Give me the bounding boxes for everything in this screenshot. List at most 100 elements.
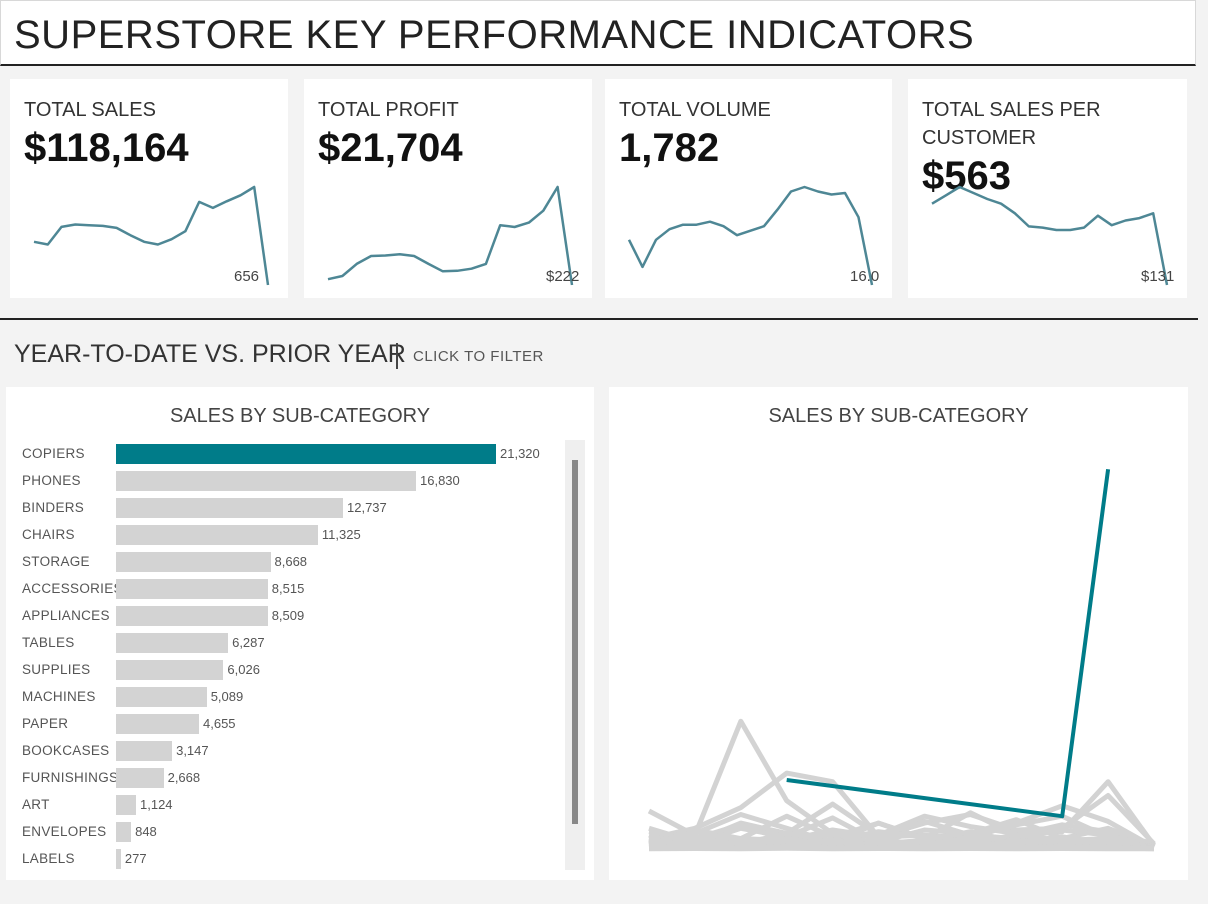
kpi-card-sales-per-customer[interactable]: TOTAL SALES PER CUSTOMER $563 $131 bbox=[908, 79, 1187, 298]
bar-row[interactable]: PAPER 4,655 bbox=[6, 713, 556, 735]
bar-row[interactable]: BINDERS 12,737 bbox=[6, 497, 556, 519]
kpi-card-total-profit[interactable]: TOTAL PROFIT $21,704 $222 bbox=[304, 79, 592, 298]
bar-row[interactable]: PHONES 16,830 bbox=[6, 470, 556, 492]
kpi-end-label: $131 bbox=[1141, 268, 1175, 285]
bar[interactable] bbox=[116, 849, 121, 869]
bar-value-label: 1,124 bbox=[140, 797, 173, 812]
bar[interactable] bbox=[116, 714, 199, 734]
bar[interactable] bbox=[116, 552, 271, 572]
bar-value-label: 8,668 bbox=[274, 554, 308, 569]
kpi-sparkline[interactable] bbox=[304, 79, 592, 298]
bar-row[interactable]: ACCESSORIES 8,515 bbox=[6, 578, 556, 600]
bar-row[interactable]: CHAIRS 11,325 bbox=[6, 524, 556, 546]
kpi-value: 1,782 bbox=[619, 126, 720, 170]
line-chart-panel: SALES BY SUB-CATEGORY bbox=[609, 387, 1188, 880]
bar[interactable] bbox=[116, 633, 229, 653]
line-chart-title: SALES BY SUB-CATEGORY bbox=[768, 405, 1029, 427]
bar-value-label: 848 bbox=[135, 824, 157, 839]
kpi-label: TOTAL PROFIT bbox=[318, 99, 459, 121]
bar[interactable] bbox=[116, 822, 132, 842]
bar-category-label: BOOKCASES bbox=[22, 743, 110, 758]
kpi-card-total-sales[interactable]: TOTAL SALES $118,164 656 bbox=[10, 79, 288, 298]
bar[interactable] bbox=[116, 444, 496, 464]
bar-row[interactable]: SUPPLIES 6,026 bbox=[6, 659, 556, 681]
kpi-value: $21,704 bbox=[318, 126, 463, 170]
bar-row[interactable]: MACHINES 5,089 bbox=[6, 686, 556, 708]
bar-value-label: 6,287 bbox=[232, 635, 265, 650]
bar-row[interactable]: COPIERS 21,320 bbox=[6, 443, 556, 465]
bar-value-label: 8,509 bbox=[271, 608, 305, 623]
bar-row[interactable]: STORAGE 8,668 bbox=[6, 551, 556, 573]
bar-value-label: 6,026 bbox=[227, 662, 260, 677]
section-title: YEAR-TO-DATE VS. PRIOR YEAR bbox=[14, 340, 406, 368]
line-series-tables[interactable] bbox=[648, 818, 1155, 850]
bar-value-label: 11,325 bbox=[321, 527, 361, 542]
bar-chart-panel: SALES BY SUB-CATEGORY COPIERS 21,320 PHONE… bbox=[6, 387, 594, 880]
bar[interactable] bbox=[116, 660, 224, 680]
line-chart[interactable] bbox=[609, 387, 1188, 880]
bar-value-label: 16,830 bbox=[420, 473, 460, 488]
filter-hint: CLICK TO FILTER bbox=[413, 348, 544, 365]
bar-category-label: MACHINES bbox=[22, 689, 96, 704]
kpi-end-label: 656 bbox=[234, 268, 260, 285]
bar-value-label: 3,147 bbox=[176, 743, 209, 758]
kpi-label: TOTAL SALES bbox=[24, 99, 156, 121]
bar[interactable] bbox=[116, 687, 207, 707]
bar-row[interactable]: TABLES 6,287 bbox=[6, 632, 556, 654]
scrollbar-track[interactable] bbox=[565, 440, 585, 870]
bar[interactable] bbox=[116, 741, 173, 761]
kpi-value: $118,164 bbox=[24, 126, 189, 170]
bar[interactable] bbox=[116, 471, 416, 491]
bar-value-label: 8,515 bbox=[271, 581, 305, 596]
sparkline-path bbox=[627, 185, 874, 286]
bar-category-label: LABELS bbox=[22, 851, 75, 866]
bar-category-label: SUPPLIES bbox=[22, 662, 91, 677]
bar[interactable] bbox=[116, 579, 268, 599]
sparkline-path bbox=[327, 185, 574, 286]
bar[interactable] bbox=[116, 606, 268, 626]
bar-value-label: 4,655 bbox=[203, 716, 236, 731]
bar-row[interactable]: APPLIANCES 8,509 bbox=[6, 605, 556, 627]
bar-value-label: 2,668 bbox=[167, 770, 201, 785]
bar-category-label: BINDERS bbox=[22, 500, 85, 515]
line-series-copiers[interactable] bbox=[786, 469, 1111, 819]
kpi-sparkline[interactable] bbox=[908, 79, 1187, 298]
bar-category-label: FURNISHINGS bbox=[22, 770, 119, 785]
bar-category-label: ACCESSORIES bbox=[22, 581, 123, 596]
bar-category-label: PAPER bbox=[22, 716, 69, 731]
kpi-sparkline[interactable] bbox=[10, 79, 288, 298]
kpi-sparkline[interactable] bbox=[605, 79, 892, 298]
bar-row[interactable]: BOOKCASES 3,147 bbox=[6, 740, 556, 762]
section-divider bbox=[0, 318, 1198, 320]
bar-category-label: PHONES bbox=[22, 473, 81, 488]
page-title: SUPERSTORE KEY PERFORMANCE INDICATORS bbox=[14, 13, 975, 57]
scrollbar-thumb[interactable] bbox=[572, 460, 578, 824]
bar-value-label: 5,089 bbox=[210, 689, 244, 704]
bar-row[interactable]: ENVELOPES 848 bbox=[6, 821, 556, 843]
bar[interactable] bbox=[116, 498, 343, 518]
bar-row[interactable]: LABELS 277 bbox=[6, 848, 556, 870]
bar-row[interactable]: ART 1,124 bbox=[6, 794, 556, 816]
bar-category-label: TABLES bbox=[22, 635, 75, 650]
bar-value-label: 21,320 bbox=[500, 446, 540, 461]
kpi-end-label: $222 bbox=[546, 268, 580, 285]
kpi-card-total-volume[interactable]: TOTAL VOLUME 1,782 16.0 bbox=[605, 79, 892, 298]
sparkline-path bbox=[931, 185, 1169, 286]
bar-chart-title: SALES BY SUB-CATEGORY bbox=[169, 405, 431, 427]
bar-category-label: COPIERS bbox=[22, 446, 85, 461]
sparkline-path bbox=[33, 185, 270, 286]
bar-category-label: ENVELOPES bbox=[22, 824, 107, 839]
bar[interactable] bbox=[116, 795, 136, 815]
bar-category-label: CHAIRS bbox=[22, 527, 75, 542]
title-separator bbox=[396, 343, 398, 369]
bar[interactable] bbox=[116, 768, 164, 788]
dashboard-header: SUPERSTORE KEY PERFORMANCE INDICATORS bbox=[0, 0, 1196, 66]
kpi-end-label: 16.0 bbox=[850, 268, 880, 285]
line-series-labels[interactable] bbox=[648, 845, 1155, 852]
bar-category-label: STORAGE bbox=[22, 554, 90, 569]
bar[interactable] bbox=[116, 525, 318, 545]
bar-row[interactable]: FURNISHINGS 2,668 bbox=[6, 767, 556, 789]
bar-category-label: ART bbox=[22, 797, 50, 812]
bar-value-label: 12,737 bbox=[347, 500, 387, 515]
bar-value-label: 277 bbox=[124, 851, 147, 866]
